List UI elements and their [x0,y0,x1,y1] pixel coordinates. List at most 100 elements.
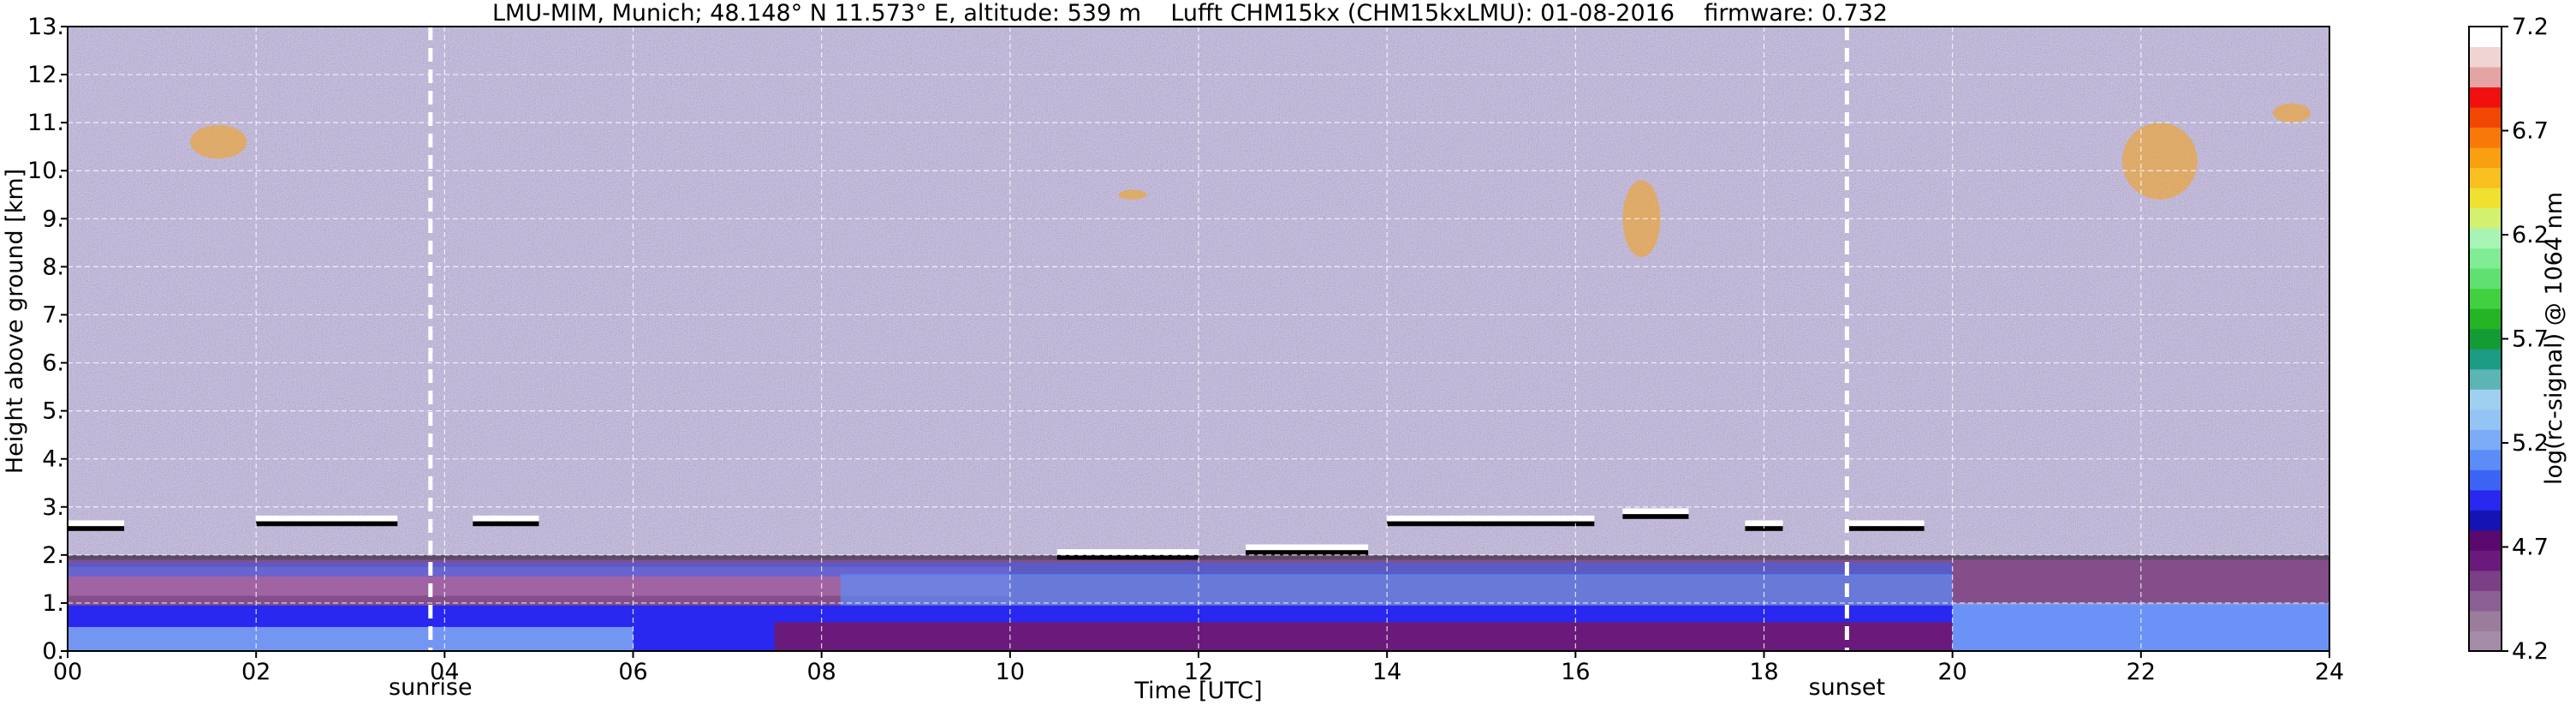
x-tick-label: 12 [1184,659,1213,685]
cloud-base-0 [68,520,125,527]
x-tick-label: 06 [618,659,647,685]
colorbar-segment [2469,27,2502,48]
y-tick-label: 4. [42,446,64,473]
cirrus-cloud-3 [2121,122,2198,200]
colorbar-segment [2469,268,2502,290]
colorbar-tick-label: 6.7 [2512,118,2549,145]
y-tick-label: 13. [27,14,64,40]
y-tick-label: 1. [42,590,64,617]
x-tick-label: 18 [1749,659,1778,685]
colorbar-segment [2469,147,2502,169]
colorbar-segment [2469,188,2502,209]
boundary-layer-core [774,622,1953,651]
colorbar-tick-label: 4.7 [2512,535,2549,561]
cloud-base-shadow-3 [1056,554,1199,560]
x-axis-label: Time [UTC] [1133,678,1262,704]
colorbar-segment [2469,248,2502,269]
colorbar-segment [2469,489,2502,511]
colorbar-segment [2469,449,2502,470]
colorbar-segment [2469,570,2502,591]
colorbar-segment [2469,228,2502,249]
x-tick-label: 02 [241,659,271,685]
colorbar-segment [2469,167,2502,188]
colorbar-segment [2469,610,2502,631]
y-tick-label: 9. [42,206,64,232]
cloud-base-7 [1745,520,1783,527]
x-tick-label: 16 [1561,659,1590,685]
cloud-base-shadow-8 [1848,526,1925,531]
x-tick-label: 08 [806,659,836,685]
colorbar-tick-label: 6.2 [2512,222,2549,248]
cloud-base-4 [1246,544,1369,551]
colorbar-segment [2469,630,2502,652]
colorbar: 4.2 4.7 5.2 5.7 6.2 6.7 7.2 [2468,14,2549,665]
cirrus-cloud-4 [2272,103,2311,123]
y-tick-label: 8. [42,254,64,280]
colorbar-segment [2469,409,2502,430]
x-tick-label: 10 [996,659,1025,685]
colorbar-segment [2469,308,2502,330]
cirrus-cloud-1 [1118,189,1147,200]
colorbar-segment [2469,510,2502,531]
colorbar-segment [2469,328,2502,350]
colorbar-segment [2469,389,2502,410]
sunrise-label: sunrise [389,674,473,701]
cloud-base-shadow-7 [1745,526,1783,531]
chart-title: LMU-MIM, Munich; 48.148° N 11.573° E, al… [492,0,1888,27]
y-tick-label: 3. [42,494,64,521]
cloud-base-5 [1387,515,1595,522]
cirrus-cloud-0 [190,124,247,159]
cloud-base-shadow-0 [68,526,125,531]
x-tick-label: 24 [2315,659,2344,685]
x-tick-label: 20 [1937,659,1966,685]
y-tick-label: 0. [42,638,64,665]
x-tick-label: 22 [2127,659,2156,685]
y-tick-label: 6. [42,350,64,377]
colorbar-segment [2469,590,2502,612]
colorbar-segment [2469,368,2502,390]
colorbar-segment [2469,288,2502,309]
y-tick-label: 12. [27,62,64,88]
y-tick-label: 2. [42,542,64,569]
y-tick-label: 5. [42,398,64,425]
y-axis-label: Height above ground [km] [2,169,28,474]
colorbar-segment [2469,529,2502,551]
cloud-base-2 [473,515,539,522]
colorbar-segment [2469,107,2502,128]
plot-area: sunrise sunset 00 02 04 06 08 10 12 14 16 18 20 22 24 0… [27,14,2344,701]
colorbar-segment [2469,127,2502,148]
x-tick-label: 14 [1372,659,1401,685]
colorbar-segment [2469,46,2502,68]
y-tick-label: 7. [42,302,64,328]
colorbar-tick-label: 4.2 [2512,638,2549,665]
convective-layer [840,574,1953,606]
colorbar-label: log(rc-signal) @ 1064 nm [2541,192,2567,485]
colorbar-segment [2469,207,2502,229]
cloud-base-shadow-5 [1387,521,1595,527]
colorbar-segment [2469,67,2502,88]
sunset-label: sunset [1809,674,1886,701]
cloud-base-shadow-6 [1622,514,1689,519]
cloud-base-shadow-4 [1246,550,1369,555]
cloud-base-6 [1622,508,1689,515]
cloud-base-1 [256,515,398,522]
colorbar-segment [2469,469,2502,491]
night-surface-layer [68,626,634,651]
cloud-base-8 [1848,520,1925,527]
colorbar-segment [2469,87,2502,108]
colorbar-segment [2469,550,2502,571]
y-tick-label: 11. [27,110,64,136]
colorbar-tick-label: 5.2 [2512,430,2549,457]
colorbar-tick-label: 7.2 [2512,14,2549,40]
colorbar-segment [2469,349,2502,370]
colorbar-tick-label: 5.7 [2512,326,2549,353]
x-tick-label: 04 [430,659,459,685]
cloud-base-shadow-1 [256,521,398,527]
y-tick-label: 10. [27,158,64,184]
x-tick-label: 00 [53,659,82,685]
cloud-base-shadow-2 [473,521,539,527]
cloud-base-3 [1056,549,1199,555]
colorbar-segment [2469,429,2502,451]
